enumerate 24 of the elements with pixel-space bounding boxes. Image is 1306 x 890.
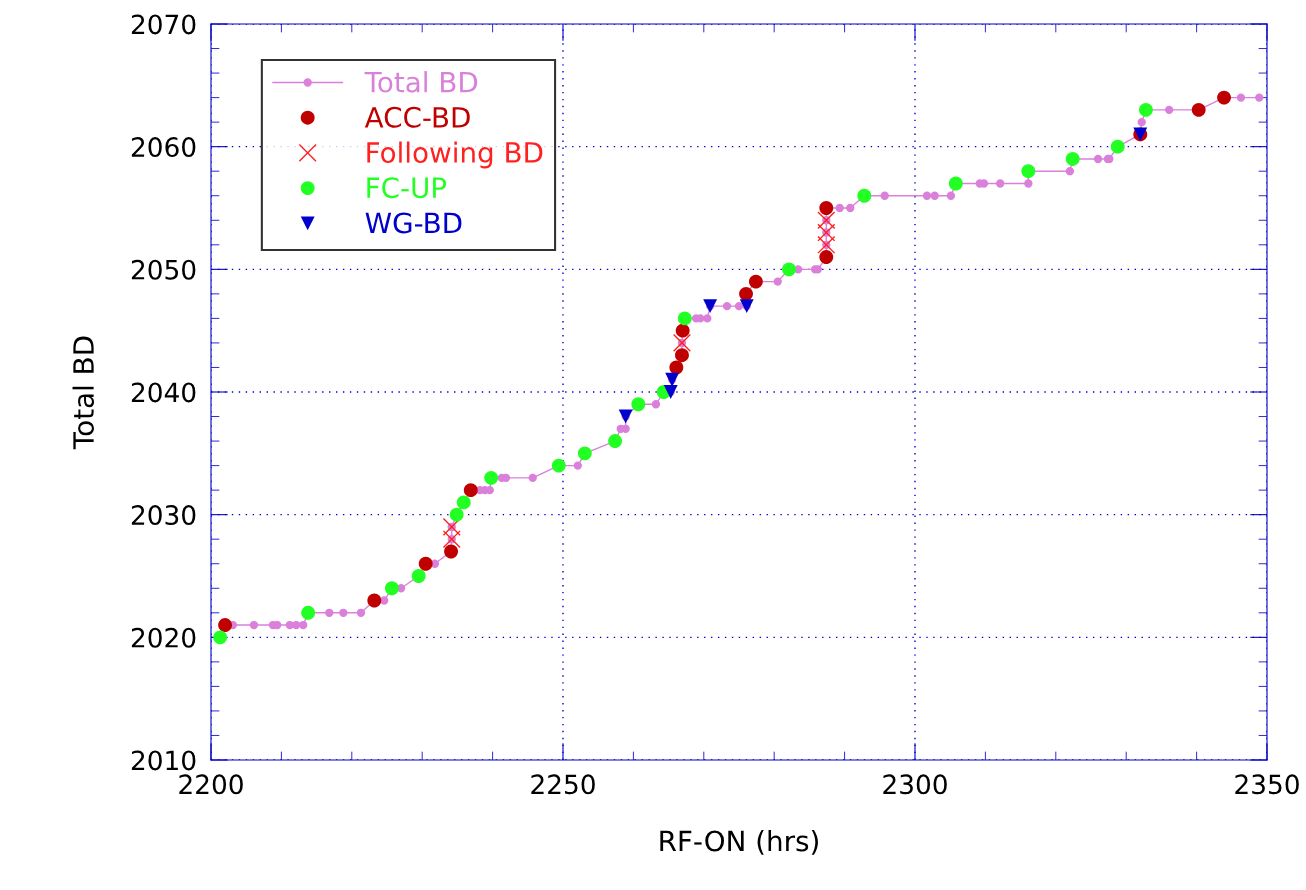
x-tick-label: 2350 xyxy=(1235,774,1299,795)
y-tick-label: 2020 xyxy=(131,627,196,648)
point xyxy=(817,211,836,230)
x-tick-label: 2250 xyxy=(531,774,595,795)
y-axis-title: Total BD xyxy=(72,336,95,450)
y-tick-label: 2030 xyxy=(131,505,196,526)
legend-label: FC-UP xyxy=(367,177,447,199)
x-tick-label: 2200 xyxy=(179,774,243,795)
point xyxy=(817,223,836,242)
legend-label: Following BD xyxy=(367,141,543,169)
point xyxy=(442,517,461,536)
legend-label: ACC-BD xyxy=(364,106,470,128)
x-tick-label: 2300 xyxy=(883,774,947,795)
legend-label: WG-BD xyxy=(365,212,462,234)
point xyxy=(442,530,461,549)
y-tick-label: 2050 xyxy=(131,259,196,280)
x-axis-title: RF-ON (hrs) xyxy=(660,829,818,855)
legend-label: Total BD xyxy=(364,71,478,93)
point xyxy=(672,333,692,352)
y-tick-label: 2040 xyxy=(131,382,196,403)
y-tick-label: 2010 xyxy=(131,750,196,771)
y-tick-label: 2070 xyxy=(131,14,196,35)
point xyxy=(817,235,836,254)
y-tick-label: 2060 xyxy=(131,137,196,158)
